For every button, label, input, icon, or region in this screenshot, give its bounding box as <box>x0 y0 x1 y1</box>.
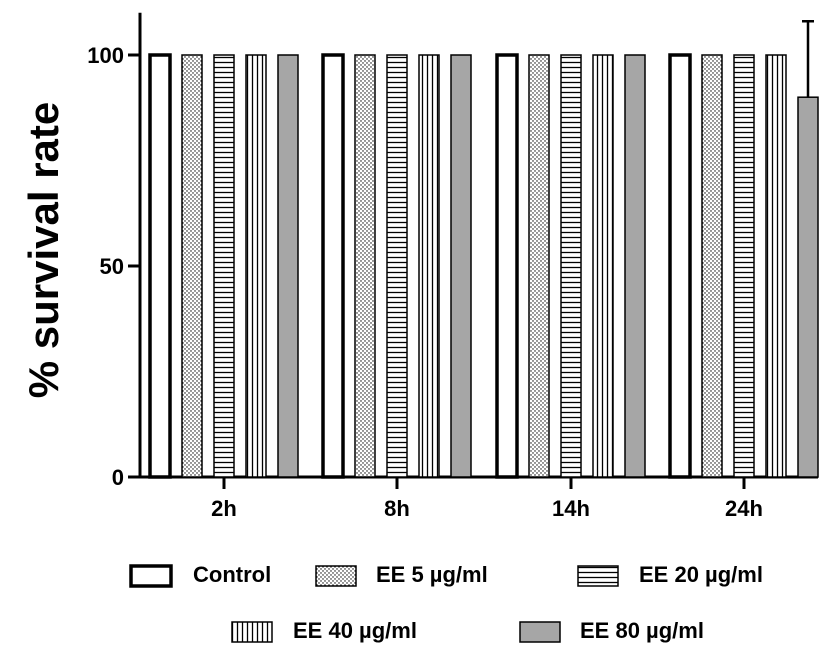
bar <box>797 96 819 478</box>
x-axis: 2h 8h 14h 24h <box>138 475 818 521</box>
bar <box>701 54 723 478</box>
y-tick-label: 0 <box>112 465 124 490</box>
legend-swatch <box>519 621 561 643</box>
bar <box>592 54 614 478</box>
bar <box>560 54 582 478</box>
bar <box>765 54 787 478</box>
bars <box>148 19 819 479</box>
legend: Control EE 5 µg/ml EE 20 µg/ml EE 40 µg/ml E… <box>129 562 763 643</box>
bar <box>354 54 376 478</box>
bar <box>386 54 408 478</box>
x-tick-label: 8h <box>384 496 410 521</box>
x-tick-label: 14h <box>552 496 590 521</box>
bar <box>495 53 519 479</box>
y-tick-label: 50 <box>100 254 124 279</box>
legend-swatch <box>577 565 619 587</box>
bar <box>213 54 235 478</box>
legend-label: Control <box>193 562 271 587</box>
y-axis: 0 50 100 <box>87 12 142 490</box>
bar <box>450 54 472 478</box>
legend-label: EE 5 µg/ml <box>376 562 488 587</box>
x-tick-label: 2h <box>211 496 237 521</box>
legend-swatch <box>315 565 357 587</box>
y-tick-label: 100 <box>87 43 124 68</box>
legend-label: EE 40 µg/ml <box>293 618 417 643</box>
legend-label: EE 20 µg/ml <box>639 562 763 587</box>
legend-swatch <box>231 621 273 643</box>
bar <box>418 54 440 478</box>
legend-swatch <box>129 564 173 588</box>
bar <box>668 53 692 479</box>
legend-label: EE 80 µg/ml <box>580 618 704 643</box>
bar <box>624 54 646 478</box>
bar <box>733 54 755 478</box>
bar <box>321 53 345 479</box>
bar <box>528 54 550 478</box>
bar <box>277 54 299 478</box>
bar <box>181 54 203 478</box>
bar <box>245 54 267 478</box>
x-tick-label: 24h <box>725 496 763 521</box>
y-axis-title: % survival rate <box>20 102 67 399</box>
bar <box>148 53 172 479</box>
